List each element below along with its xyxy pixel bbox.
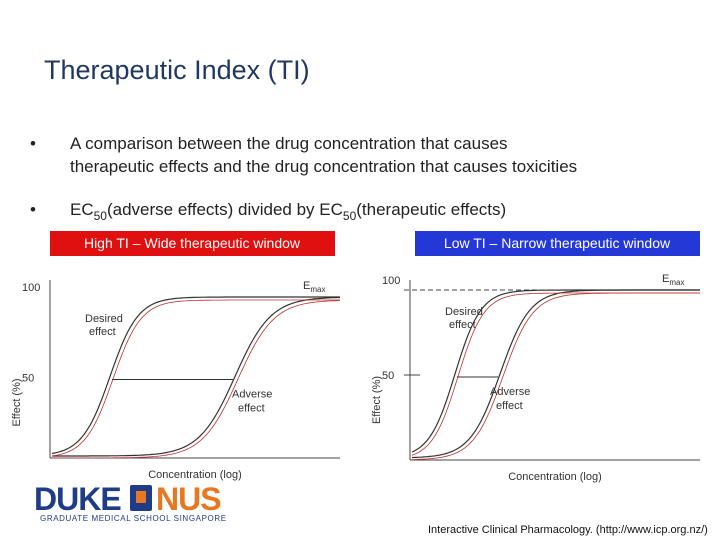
subscript: 50: [94, 209, 108, 223]
logo-text: NUS: [156, 481, 221, 517]
bullet-line: therapeutic effects and the drug concent…: [70, 157, 577, 176]
tick-label: 50: [22, 373, 34, 385]
text: E: [303, 280, 310, 292]
annotation: Adverse: [232, 389, 272, 401]
axis-label: Effect (%): [11, 378, 23, 426]
label-box: [50, 231, 335, 256]
subscript: max: [310, 285, 325, 294]
bullet-marker: •: [30, 200, 36, 219]
axis-label: Effect (%): [371, 376, 383, 424]
curve: [412, 292, 700, 460]
logo-subtitle: GRADUATE MEDICAL SCHOOL SINGAPORE: [40, 514, 227, 523]
emax-label: Emax: [662, 273, 684, 287]
curve: [52, 296, 340, 457]
text: E: [662, 273, 669, 285]
logo-text: DUKE: [34, 481, 121, 517]
figure-label: Low TI – Narrow therapeutic window: [444, 235, 671, 251]
axis-label: Concentration (log): [148, 469, 242, 481]
annotation: Adverse: [490, 386, 530, 398]
citation: Interactive Clinical Pharmacology. (http…: [428, 524, 708, 536]
text: (therapeutic effects): [356, 200, 506, 219]
slide-title: Therapeutic Index (TI): [44, 55, 310, 85]
logo-shield-inner: [136, 491, 146, 503]
bullet-line: A comparison between the drug concentrat…: [70, 134, 508, 153]
annotation: effect: [89, 326, 116, 338]
annotation: effect: [238, 403, 265, 415]
bullet-text: EC50(adverse effects) divided by EC50(th…: [70, 200, 506, 223]
annotation: Desired: [85, 313, 123, 325]
emax-label: Emax: [303, 280, 325, 294]
annotation: effect: [449, 319, 476, 331]
curve: [52, 300, 341, 459]
curve: [51, 296, 340, 455]
tick-label: 50: [382, 370, 394, 382]
tick-label: 100: [22, 282, 40, 294]
text: EC: [70, 200, 94, 219]
bullet-marker: •: [30, 134, 36, 153]
text: (adverse effects) divided by EC: [107, 200, 343, 219]
subscript: 50: [343, 209, 357, 223]
label-box: [415, 231, 700, 256]
curve: [51, 299, 340, 457]
tick-label: 100: [382, 275, 400, 287]
axis-label: Concentration (log): [508, 471, 602, 483]
annotation: Desired: [445, 306, 483, 318]
curve: [412, 289, 700, 459]
annotation: effect: [496, 400, 523, 412]
subscript: max: [669, 278, 684, 287]
figure-label: High TI – Wide therapeutic window: [84, 235, 301, 251]
